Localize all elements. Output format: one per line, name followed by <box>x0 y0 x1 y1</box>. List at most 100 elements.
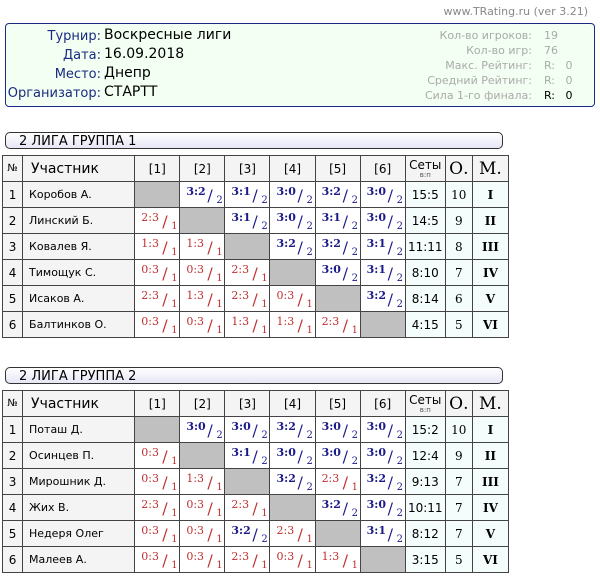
match-points: 1 <box>171 560 178 571</box>
match-result: 3:0/2 <box>269 207 316 234</box>
match-points: 1 <box>216 247 223 258</box>
match-points: 2 <box>396 456 404 467</box>
player-name[interactable]: Коробов А. <box>22 181 136 208</box>
match-points: 2 <box>216 195 223 206</box>
place: I <box>471 181 510 208</box>
group-title: 2 ЛИГА ГРУППА 2 <box>5 367 503 384</box>
match-result: 2:3/1 <box>314 468 361 495</box>
match-score: 3:1 <box>231 446 251 459</box>
match-result: 3:1/2 <box>314 207 361 234</box>
player-name[interactable]: Исаков А. <box>22 285 136 312</box>
player-name[interactable]: Тимощук С. <box>22 259 136 286</box>
match-score: 0:3 <box>141 315 159 328</box>
match-points: 1 <box>261 273 268 284</box>
player-name[interactable]: Поташ Д. <box>22 416 136 443</box>
match-result: 3:2/2 <box>269 416 316 443</box>
stat-value: 76 <box>544 44 558 57</box>
sets-score: 8:14 <box>404 285 446 312</box>
row-number: 5 <box>1 520 24 547</box>
match-points: 1 <box>171 456 178 467</box>
player-name[interactable]: Линский Б. <box>22 207 136 234</box>
player-name[interactable]: Ковалев Я. <box>22 233 136 260</box>
match-score: 3:2 <box>321 237 341 250</box>
slash: / <box>207 186 213 205</box>
slash: / <box>162 525 168 544</box>
info-value: Днепр <box>104 65 151 81</box>
diagonal-cell <box>359 546 406 573</box>
slash: / <box>342 473 348 492</box>
slash: / <box>387 525 394 544</box>
slash: / <box>387 264 394 283</box>
header-opponent: [3] <box>224 155 271 182</box>
match-points: 1 <box>306 299 313 310</box>
slash: / <box>342 447 348 466</box>
sets-score: 8:10 <box>404 259 446 286</box>
match-points: 2 <box>396 221 404 232</box>
player-name[interactable]: Балтинков О. <box>22 311 136 338</box>
player-name[interactable]: Осинцев П. <box>22 442 136 469</box>
match-result: 2:3/1 <box>224 285 271 312</box>
header-name: Участник <box>22 155 136 182</box>
slash: / <box>387 421 394 440</box>
points: 7 <box>444 520 473 547</box>
match-points: 2 <box>306 456 313 467</box>
slash: / <box>252 264 258 283</box>
header-row: № Участник [1] [2] [3] [4] [5] [6] Сеты в:п О. М. <box>1 155 510 182</box>
slash: / <box>342 551 348 570</box>
match-result: 1:3/1 <box>269 311 316 338</box>
place: V <box>471 285 510 312</box>
slash: / <box>207 499 213 518</box>
match-points: 1 <box>216 299 223 310</box>
match-score: 3:0 <box>366 446 387 459</box>
standings-table: № Участник [1] [2] [3] [4] [5] [6] Сеты в:п О. М. 1 К… <box>1 155 510 338</box>
slash: / <box>342 186 348 205</box>
slash: / <box>297 421 303 440</box>
match-score: 3:2 <box>231 524 251 537</box>
match-points: 1 <box>171 325 178 336</box>
slash: / <box>297 290 303 309</box>
points: 10 <box>444 181 473 208</box>
player-name[interactable]: Мирошник Д. <box>22 468 136 495</box>
match-score: 1:3 <box>141 237 159 250</box>
match-score: 3:2 <box>321 185 341 198</box>
player-name[interactable]: Недеря Олег <box>22 520 136 547</box>
match-result: 1:3/1 <box>224 311 271 338</box>
slash: / <box>297 525 303 544</box>
match-points: 2 <box>216 430 223 441</box>
match-score: 2:3 <box>141 211 159 224</box>
player-name[interactable]: Малеев А. <box>22 546 136 573</box>
diagonal-cell <box>224 233 271 260</box>
match-result: 3:0/2 <box>269 442 316 469</box>
match-score: 3:0 <box>186 420 206 433</box>
match-result: 2:3/1 <box>134 494 181 521</box>
match-result: 3:1/2 <box>359 520 406 547</box>
player-name[interactable]: Жих В. <box>22 494 136 521</box>
match-points: 1 <box>216 482 223 493</box>
match-points: 2 <box>306 482 313 493</box>
match-points: 2 <box>396 273 404 284</box>
slash: / <box>252 186 258 205</box>
match-points: 1 <box>171 534 178 545</box>
points: 8 <box>444 233 473 260</box>
match-result: 3:0/2 <box>314 442 361 469</box>
match-points: 2 <box>396 508 404 519</box>
match-result: 3:0/2 <box>314 259 361 286</box>
match-result: 3:0/2 <box>179 416 226 443</box>
points: 6 <box>444 285 473 312</box>
sets-score: 15:2 <box>404 416 446 443</box>
slash: / <box>387 290 394 309</box>
row-number: 6 <box>1 546 24 573</box>
match-score: 3:2 <box>186 185 206 198</box>
sets-score: 4:15 <box>404 311 446 338</box>
row-number: 6 <box>1 311 24 338</box>
place: II <box>471 442 510 469</box>
match-result: 3:0/2 <box>359 494 406 521</box>
match-result: 1:3/1 <box>179 233 226 260</box>
match-score: 3:0 <box>366 420 387 433</box>
slash: / <box>387 186 394 205</box>
match-score: 3:2 <box>366 472 387 485</box>
slash: / <box>252 499 258 518</box>
match-result: 0:3/1 <box>179 546 226 573</box>
match-result: 0:3/1 <box>134 546 181 573</box>
match-result: 0:3/1 <box>269 285 316 312</box>
